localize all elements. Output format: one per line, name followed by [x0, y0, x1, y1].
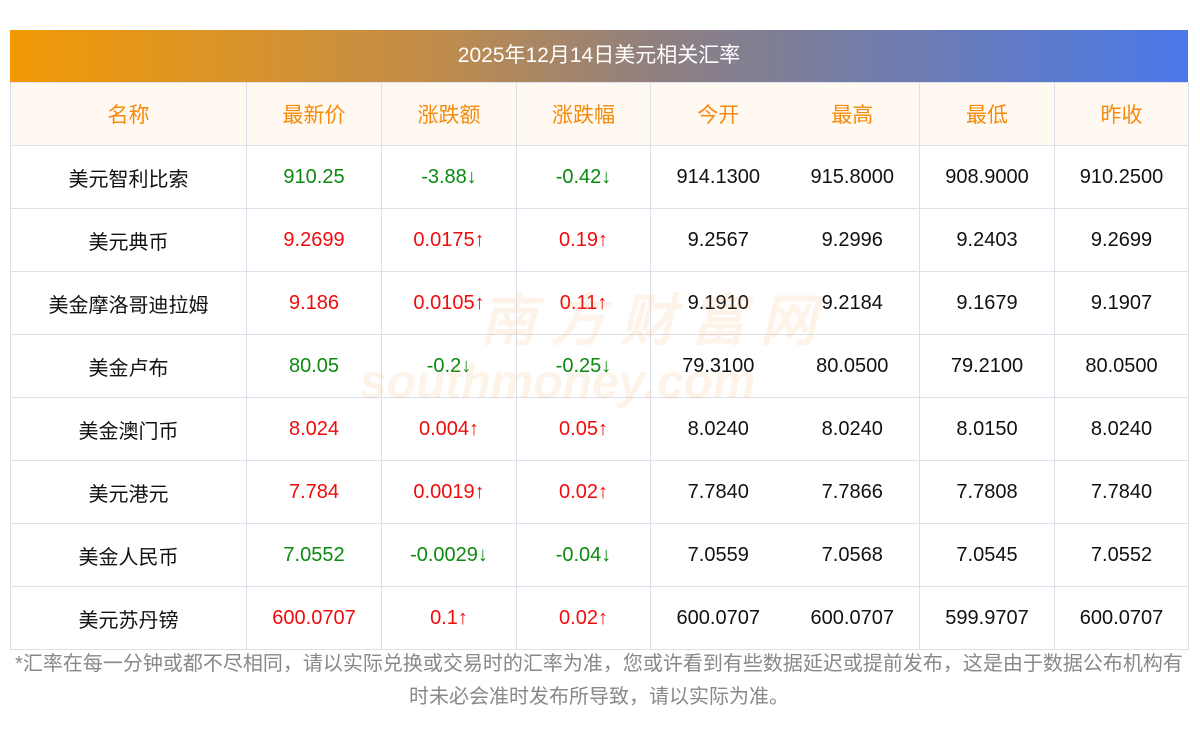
- cell-price: 910.25: [246, 145, 382, 209]
- cell-low: 599.9707: [919, 586, 1055, 650]
- cell-open: 9.2567: [650, 208, 786, 272]
- cell-high: 9.2184: [785, 271, 920, 335]
- cell-open: 7.7840: [650, 460, 786, 524]
- cell-high: 915.8000: [785, 145, 920, 209]
- cell-low: 9.2403: [919, 208, 1055, 272]
- cell-name: 美金卢布: [10, 334, 247, 398]
- cell-open: 9.1910: [650, 271, 786, 335]
- table-row: 美元港元 7.784 0.0019↑ 0.02↑ 7.7840 7.7866 7.7808 7…: [10, 460, 1189, 524]
- disclaimer-note: *汇率在每一分钟或都不尽相同，请以实际兑换或交易时的汇率为准，您或许看到有些数据…: [15, 653, 1183, 708]
- cell-price: 7.784: [246, 460, 382, 524]
- cell-name: 美元苏丹镑: [10, 586, 247, 650]
- cell-change: 0.0175↑: [381, 208, 517, 272]
- cell-open: 8.0240: [650, 397, 786, 461]
- cell-change: -0.0029↓: [381, 523, 517, 587]
- cell-name: 美金人民币: [10, 523, 247, 587]
- table-row: 美金澳门币 8.024 0.004↑ 0.05↑ 8.0240 8.0240 8.0150 8…: [10, 397, 1189, 461]
- cell-open: 914.1300: [650, 145, 786, 209]
- cell-high: 80.0500: [785, 334, 920, 398]
- cell-name: 美金澳门币: [10, 397, 247, 461]
- cell-open: 79.3100: [650, 334, 786, 398]
- cell-change-pct: 0.05↑: [516, 397, 651, 461]
- cell-price: 9.2699: [246, 208, 382, 272]
- cell-price: 600.0707: [246, 586, 382, 650]
- cell-name: 美元智利比索: [10, 145, 247, 209]
- col-header-low: 最低: [919, 82, 1055, 146]
- cell-low: 8.0150: [919, 397, 1055, 461]
- col-header-prev-close: 昨收: [1054, 82, 1189, 146]
- cell-high: 7.7866: [785, 460, 920, 524]
- cell-change-pct: 0.02↑: [516, 460, 651, 524]
- cell-change: 0.0105↑: [381, 271, 517, 335]
- cell-open: 600.0707: [650, 586, 786, 650]
- cell-change: 0.0019↑: [381, 460, 517, 524]
- cell-name: 美元典币: [10, 208, 247, 272]
- cell-change: -0.2↓: [381, 334, 517, 398]
- cell-price: 80.05: [246, 334, 382, 398]
- cell-price: 8.024: [246, 397, 382, 461]
- col-header-name: 名称: [10, 82, 247, 146]
- exchange-rate-table: 名称 最新价 涨跌额 涨跌幅 今开 最高 最低 昨收 美元智利比索 910.25-…: [10, 82, 1189, 650]
- cell-low: 7.7808: [919, 460, 1055, 524]
- cell-high: 9.2996: [785, 208, 920, 272]
- col-header-price: 最新价: [246, 82, 382, 146]
- cell-change: 0.1↑: [381, 586, 517, 650]
- cell-low: 7.0545: [919, 523, 1055, 587]
- col-header-high: 最高: [785, 82, 920, 146]
- table-title: 2025年12月14日美元相关汇率: [10, 30, 1188, 82]
- cell-change-pct: -0.42↓: [516, 145, 651, 209]
- cell-high: 600.0707: [785, 586, 920, 650]
- table-row: 美元典币 9.2699 0.0175↑ 0.19↑ 9.2567 9.2996 9.2403…: [10, 208, 1189, 272]
- col-header-change: 涨跌额: [381, 82, 517, 146]
- col-header-open: 今开: [650, 82, 786, 146]
- cell-prev-close: 600.0707: [1054, 586, 1189, 650]
- cell-change-pct: 0.02↑: [516, 586, 651, 650]
- cell-open: 7.0559: [650, 523, 786, 587]
- cell-price: 7.0552: [246, 523, 382, 587]
- cell-change: 0.004↑: [381, 397, 517, 461]
- cell-change: -3.88↓: [381, 145, 517, 209]
- table-row: 美金人民币 7.0552 -0.0029↓ -0.04↓ 7.0559 7.0568 7.0…: [10, 523, 1189, 587]
- cell-prev-close: 910.2500: [1054, 145, 1189, 209]
- header-row: 名称 最新价 涨跌额 涨跌幅 今开 最高 最低 昨收: [10, 82, 1189, 146]
- cell-change-pct: 0.19↑: [516, 208, 651, 272]
- cell-prev-close: 80.0500: [1054, 334, 1189, 398]
- cell-prev-close: 9.2699: [1054, 208, 1189, 272]
- cell-prev-close: 7.0552: [1054, 523, 1189, 587]
- table-row: 美金摩洛哥迪拉姆 9.186 0.0105↑ 0.11↑ 9.1910 9.2184 9.1…: [10, 271, 1189, 335]
- cell-change-pct: -0.04↓: [516, 523, 651, 587]
- cell-price: 9.186: [246, 271, 382, 335]
- cell-prev-close: 9.1907: [1054, 271, 1189, 335]
- cell-prev-close: 7.7840: [1054, 460, 1189, 524]
- table-row: 美金卢布 80.05 -0.2↓ -0.25↓ 79.3100 80.0500 79.210…: [10, 334, 1189, 398]
- cell-high: 7.0568: [785, 523, 920, 587]
- cell-change-pct: -0.25↓: [516, 334, 651, 398]
- cell-high: 8.0240: [785, 397, 920, 461]
- cell-name: 美元港元: [10, 460, 247, 524]
- col-header-change-pct: 涨跌幅: [516, 82, 651, 146]
- cell-low: 908.9000: [919, 145, 1055, 209]
- cell-prev-close: 8.0240: [1054, 397, 1189, 461]
- table-row: 美元智利比索 910.25 -3.88↓ -0.42↓ 914.1300 915.8000…: [10, 145, 1189, 209]
- cell-change-pct: 0.11↑: [516, 271, 651, 335]
- cell-name: 美金摩洛哥迪拉姆: [10, 271, 247, 335]
- table-row: 美元苏丹镑 600.0707 0.1↑ 0.02↑ 600.0707 600.0707 59…: [10, 586, 1189, 650]
- rate-table-panel: 2025年12月14日美元相关汇率 名称 最新价 涨跌额 涨跌幅 今开 最高 最…: [10, 30, 1189, 650]
- cell-low: 79.2100: [919, 334, 1055, 398]
- cell-low: 9.1679: [919, 271, 1055, 335]
